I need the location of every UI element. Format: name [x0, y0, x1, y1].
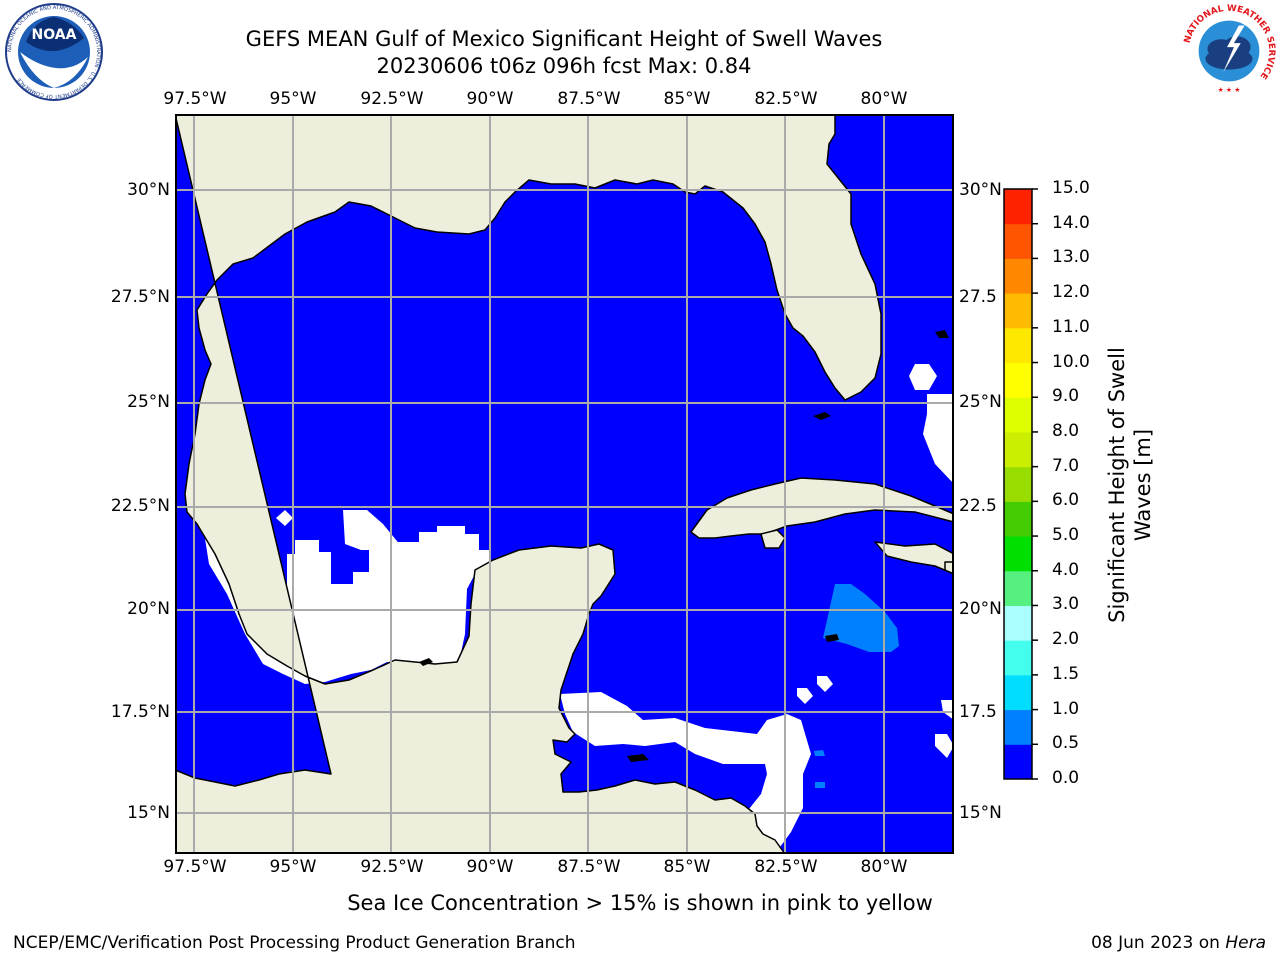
- lat-label-right: 22.5: [959, 496, 997, 516]
- lat-label-left: 30°N: [127, 180, 170, 200]
- colorbar-tick-label: 14.0: [1052, 212, 1090, 233]
- lat-label-left: 20°N: [127, 599, 170, 619]
- colorbar-tick-label: 15.0: [1052, 178, 1090, 198]
- colorbar-segment: [1004, 570, 1032, 606]
- colorbar-tick-label: 3.0: [1052, 594, 1080, 615]
- lat-label-left: 17.5°N: [110, 702, 170, 722]
- lat-label-left: 15°N: [127, 803, 170, 823]
- lon-label-bottom: 82.5°W: [754, 857, 818, 877]
- footer-date-text: 08 Jun 2023 on: [1091, 933, 1226, 953]
- colorbar-frame: [1003, 188, 1033, 780]
- map-frame: [175, 114, 954, 854]
- lat-label-right: 25°N: [959, 392, 1002, 412]
- lon-label-top: 90°W: [466, 89, 514, 109]
- colorbar-tick-label: 7.0: [1052, 455, 1080, 476]
- lon-label-top: 80°W: [860, 89, 908, 109]
- colorbar-segment: [1004, 605, 1032, 641]
- footer-credit: NCEP/EMC/Verification Post Processing Pr…: [13, 933, 576, 953]
- lon-label-top: 97.5°W: [163, 89, 227, 109]
- colorbar-segment: [1004, 744, 1032, 780]
- lon-label-top: 85°W: [663, 89, 711, 109]
- footer-date: 08 Jun 2023 on Hera: [1091, 933, 1266, 953]
- footer-machine: Hera: [1225, 933, 1266, 953]
- colorbar-tick-label: 5.0: [1052, 525, 1080, 546]
- colorbar-segment: [1004, 397, 1032, 433]
- colorbar: [1003, 188, 1038, 780]
- colorbar-tick-label: 8.0: [1052, 420, 1080, 441]
- colorbar-tick-label: 10.0: [1052, 351, 1090, 372]
- mainland-north-america: [175, 114, 882, 854]
- colorbar-segment: [1004, 258, 1032, 294]
- lat-label-right: 17.5: [959, 702, 997, 722]
- lon-label-bottom: 87.5°W: [557, 857, 621, 877]
- lat-label-right: 15°N: [959, 803, 1002, 823]
- graticule: [175, 114, 954, 854]
- colorbar-tick-label: 4.0: [1052, 559, 1080, 580]
- lat-label-left: 27.5°N: [110, 287, 170, 307]
- lon-label-bottom: 90°W: [466, 857, 514, 877]
- lon-label-top: 95°W: [269, 89, 317, 109]
- lon-label-top: 87.5°W: [557, 89, 621, 109]
- gulf-of-mexico-map: [175, 114, 954, 854]
- colorbar-tick-label: 2.0: [1052, 629, 1080, 650]
- colorbar-segment: [1004, 431, 1032, 468]
- colorbar-segment: [1004, 466, 1032, 502]
- lon-label-bottom: 95°W: [269, 857, 317, 877]
- map-subtitle: 20230606 t06z 096h fcst Max: 0.84: [376, 54, 752, 78]
- lon-label-top: 82.5°W: [754, 89, 818, 109]
- nws-logo: NATIONAL WEATHER SERVICE ★ ★ ★: [1180, 2, 1278, 104]
- colorbar-tick-label: 12.0: [1052, 282, 1090, 303]
- colorbar-segment: [1004, 223, 1032, 259]
- colorbar-tick-label: 11.0: [1052, 316, 1090, 337]
- colorbar-segment: [1004, 536, 1032, 572]
- lon-label-bottom: 92.5°W: [360, 857, 424, 877]
- lat-label-left: 25°N: [127, 392, 170, 412]
- svg-text:★ ★ ★: ★ ★ ★: [1218, 86, 1241, 94]
- colorbar-segment: [1004, 293, 1032, 329]
- colorbar-tick-label: 1.0: [1052, 698, 1080, 719]
- colorbar-tick-label: 1.5: [1052, 663, 1080, 684]
- colorbar-tick-label: 0.0: [1052, 768, 1080, 788]
- map-title: GEFS MEAN Gulf of Mexico Significant Hei…: [245, 27, 883, 51]
- colorbar-tick-label: 6.0: [1052, 490, 1080, 511]
- colorbar-segment: [1004, 501, 1032, 537]
- lat-label-right: 30°N: [959, 180, 1002, 200]
- lat-label-left: 22.5°N: [110, 496, 170, 516]
- small-islands: [419, 330, 949, 762]
- colorbar-segment: [1004, 709, 1032, 745]
- lon-label-top: 92.5°W: [360, 89, 424, 109]
- colorbar-segment: [1004, 674, 1032, 711]
- lon-label-bottom: 85°W: [663, 857, 711, 877]
- colorbar-segment: [1004, 327, 1032, 364]
- colorbar-tick-label: 13.0: [1052, 247, 1090, 268]
- noaa-logo: NATIONAL OCEANIC AND ATMOSPHERIC ADMINIS…: [4, 2, 104, 106]
- colorbar-segment: [1004, 362, 1032, 398]
- lon-label-bottom: 97.5°W: [163, 857, 227, 877]
- lat-label-right: 27.5: [959, 287, 997, 307]
- colorbar-tick-label: 0.5: [1052, 733, 1080, 754]
- lat-label-right: 20°N: [959, 599, 1002, 619]
- hispaniola: [874, 541, 954, 575]
- colorbar-title: Significant Height of Swell Waves [m]: [1105, 347, 1155, 623]
- sea-ice-note: Sea Ice Concentration > 15% is shown in …: [347, 891, 933, 915]
- isle-of-youth: [760, 529, 786, 549]
- colorbar-segment: [1004, 640, 1032, 676]
- colorbar-tick-label: 9.0: [1052, 386, 1080, 407]
- lon-label-bottom: 80°W: [860, 857, 908, 877]
- colorbar-segment: [1004, 189, 1032, 225]
- jamaica: [944, 561, 954, 575]
- svg-text:NOAA: NOAA: [32, 27, 77, 43]
